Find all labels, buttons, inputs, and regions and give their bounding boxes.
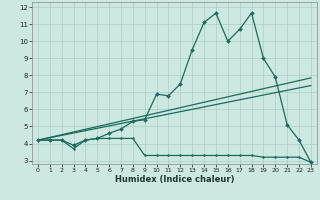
X-axis label: Humidex (Indice chaleur): Humidex (Indice chaleur) (115, 175, 234, 184)
